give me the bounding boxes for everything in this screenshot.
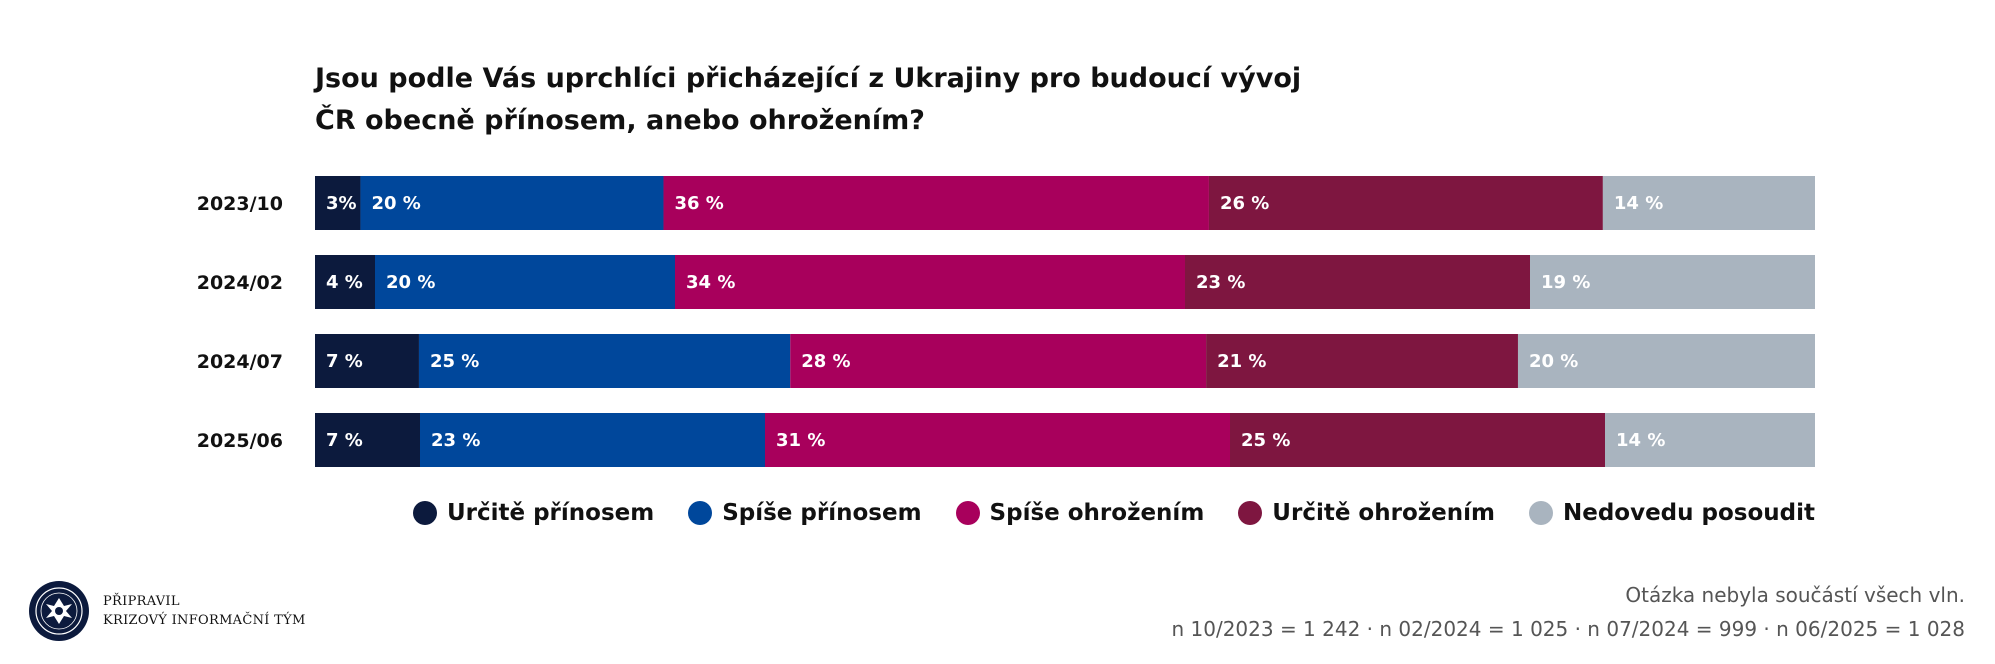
bar-segment	[315, 176, 361, 230]
legend-swatch	[955, 501, 980, 525]
category-label: 2023/10	[197, 193, 283, 215]
bar-segment	[1530, 255, 1815, 309]
chart-title: Jsou podle Vás uprchlíci přicházející z …	[315, 63, 1302, 136]
legend-label: Určitě přínosem	[446, 500, 655, 526]
legend-item: Nedovedu posoudit	[1528, 500, 1815, 526]
legend-swatch	[412, 501, 437, 525]
credit: PŘIPRAVIL KRIZOVÝ INFORMAČNÍ TÝM	[103, 592, 306, 630]
bar-segment	[360, 176, 664, 230]
data-label: 25 %	[1241, 430, 1290, 451]
data-label: 28 %	[801, 351, 850, 372]
bar-segment	[315, 334, 419, 388]
stacked-bar-chart: 2023/10 3% 20 % 36 % 26 % 14 % 2024/02 4 % 20 % 3…	[197, 176, 1815, 467]
legend-item: Určitě přínosem	[412, 500, 655, 526]
data-label: 36 %	[674, 193, 723, 214]
data-label: 21 %	[1217, 351, 1266, 372]
bar-segment	[765, 413, 1230, 467]
bar-segment	[420, 413, 765, 467]
data-label: 25 %	[430, 351, 479, 372]
data-label: 26 %	[1220, 193, 1269, 214]
data-label: 3%	[326, 193, 357, 214]
credit-line-1: PŘIPRAVIL	[103, 594, 180, 609]
bar-segment	[1602, 176, 1815, 230]
data-label: 20 %	[386, 272, 435, 293]
credit-line-2: KRIZOVÝ INFORMAČNÍ TÝM	[103, 613, 306, 628]
data-label: 14 %	[1614, 193, 1663, 214]
legend-label: Spíše ohrožením	[989, 500, 1205, 526]
category-label: 2024/02	[197, 272, 283, 294]
category-label: 2025/06	[197, 430, 283, 452]
legend-item: Určitě ohrožením	[1238, 500, 1495, 526]
bar-segment	[1230, 413, 1605, 467]
bar-segment	[418, 334, 791, 388]
data-label: 7 %	[326, 351, 363, 372]
legend-label: Určitě ohrožením	[1272, 500, 1495, 526]
data-label: 23 %	[1196, 272, 1245, 293]
legend-swatch	[688, 501, 713, 525]
data-label: 31 %	[776, 430, 825, 451]
bar-segment	[375, 255, 675, 309]
bar-segment	[790, 334, 1207, 388]
data-label: 34 %	[686, 272, 735, 293]
data-label: 20 %	[1529, 351, 1578, 372]
bar-segment	[1605, 413, 1815, 467]
legend-label: Spíše přínosem	[722, 500, 922, 526]
krizovy-informacni-tym-logo	[29, 581, 89, 641]
data-label: 23 %	[431, 430, 480, 451]
data-label: 19 %	[1541, 272, 1590, 293]
bar-segment	[315, 255, 375, 309]
data-label: 20 %	[371, 193, 420, 214]
legend-item: Spíše přínosem	[688, 500, 922, 526]
data-label: 4 %	[326, 272, 363, 293]
bar-segment	[315, 413, 420, 467]
legend-label: Nedovedu posoudit	[1562, 500, 1815, 526]
sample-sizes: n 10/2023 = 1 242 · n 02/2024 = 1 025 · …	[1171, 617, 1965, 641]
bar-segment	[1517, 334, 1815, 388]
data-label: 14 %	[1616, 430, 1665, 451]
legend-swatch	[1238, 501, 1263, 525]
bar-segment	[1208, 176, 1603, 230]
legend-item: Spíše ohrožením	[955, 500, 1205, 526]
bar-segment	[1206, 334, 1518, 388]
legend: Určitě přínosem Spíše přínosem Spíše ohrož…	[0, 500, 1815, 526]
bar-segment	[663, 176, 1209, 230]
bar-segment	[675, 255, 1185, 309]
note-text: Otázka nebyla součástí všech vln.	[1625, 583, 1965, 607]
footer-notes: Otázka nebyla součástí všech vln. n 10/2…	[1171, 578, 1965, 646]
bar-segment	[1185, 255, 1530, 309]
data-label: 7 %	[326, 430, 363, 451]
category-label: 2024/07	[197, 351, 283, 373]
legend-swatch	[1528, 501, 1553, 525]
